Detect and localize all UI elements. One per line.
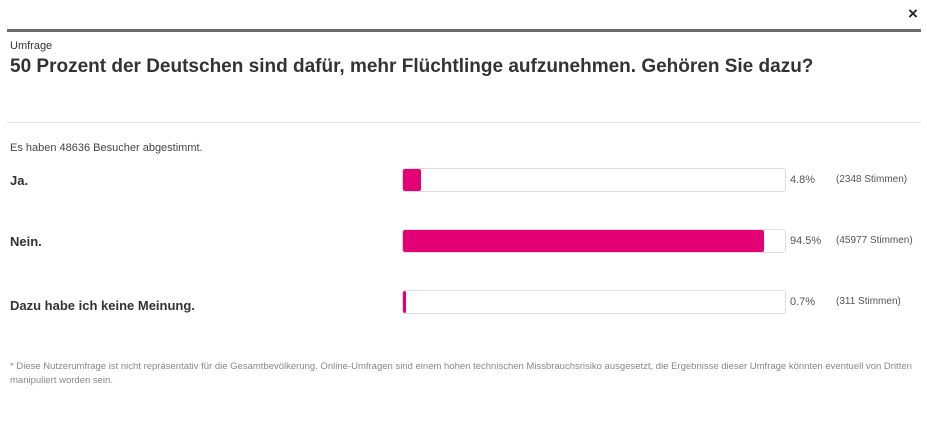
poll-option: Nein. 94.5% (45977 Stimmen) [0, 229, 927, 253]
result-bar [402, 229, 786, 253]
option-label: Dazu habe ich keine Meinung. [10, 298, 195, 313]
divider [7, 122, 921, 123]
poll-option: Dazu habe ich keine Meinung. 0.7% (311 S… [0, 290, 927, 314]
top-divider [7, 29, 921, 32]
result-bar [402, 290, 786, 314]
option-votes: (2348 Stimmen) [836, 174, 908, 185]
disclaimer: * Diese Nutzerumfrage ist nicht repräsen… [10, 361, 912, 386]
poll-title: 50 Prozent der Deutschen sind dafür, meh… [10, 56, 814, 77]
result-fill [403, 230, 764, 252]
option-percent: 4.8% [790, 174, 816, 186]
result-fill [403, 169, 422, 191]
option-percent: 94.5% [790, 235, 822, 247]
option-votes: (45977 Stimmen) [836, 235, 913, 246]
option-label: Ja. [10, 173, 29, 188]
option-votes: (311 Stimmen) [836, 296, 901, 307]
poll-kicker: Umfrage [10, 40, 53, 52]
poll-option: Ja. 4.8% (2348 Stimmen) [0, 168, 927, 192]
result-bar [402, 168, 786, 192]
close-icon[interactable]: × [908, 4, 918, 23]
option-percent: 0.7% [790, 296, 816, 308]
result-fill [403, 291, 406, 313]
option-label: Nein. [10, 234, 42, 249]
voter-count: Es haben 48636 Besucher abgestimmt. [10, 142, 203, 154]
